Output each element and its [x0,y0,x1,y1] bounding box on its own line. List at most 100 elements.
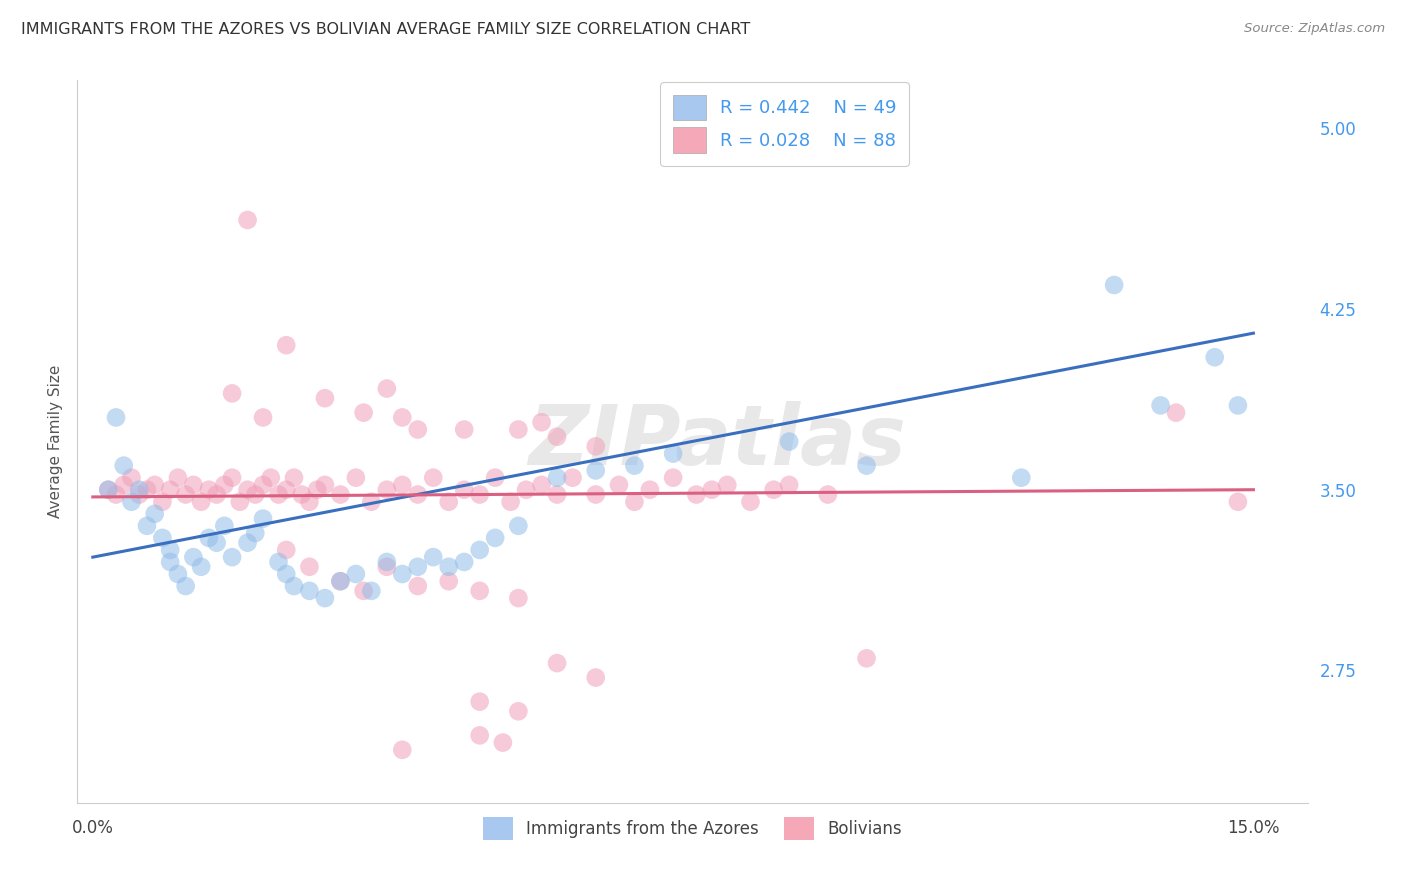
Point [276,338,298,352]
Point [406,559,429,574]
Point [375,559,398,574]
Point [360,583,382,598]
Point [1149,398,1171,412]
Point [623,494,645,508]
Point [530,415,553,429]
Point [1226,494,1249,508]
Point [128,483,150,497]
Point [143,507,166,521]
Point [437,559,460,574]
Point [662,471,685,485]
Point [585,487,607,501]
Point [190,559,212,574]
Point [508,519,530,533]
Point [329,487,352,501]
Point [183,550,205,565]
Point [700,483,723,497]
Point [159,483,181,497]
Point [585,439,607,453]
Point [121,471,143,485]
Point [391,478,413,492]
Point [437,494,460,508]
Point [855,458,877,473]
Point [198,483,221,497]
Point [607,478,630,492]
Point [298,583,321,598]
Point [468,487,491,501]
Point [152,531,174,545]
Point [546,656,568,670]
Point [353,406,375,420]
Point [508,704,530,718]
Point [267,487,290,501]
Point [561,471,583,485]
Point [236,483,259,497]
Point [406,579,429,593]
Point [136,519,159,533]
Point [291,487,314,501]
Point [298,494,321,508]
Point [276,483,298,497]
Point [267,555,290,569]
Point [112,458,135,473]
Point [214,519,236,533]
Text: Source: ZipAtlas.com: Source: ZipAtlas.com [1244,22,1385,36]
Point [245,487,267,501]
Point [252,410,274,425]
Point [205,535,228,549]
Point [453,483,475,497]
Point [121,494,143,508]
Point [136,483,159,497]
Point [453,423,475,437]
Point [276,542,298,557]
Point [453,555,475,569]
Point [221,386,243,401]
Point [283,579,305,593]
Point [406,423,429,437]
Point [468,542,491,557]
Point [283,471,305,485]
Point [685,487,707,501]
Point [229,494,252,508]
Point [508,423,530,437]
Point [221,471,243,485]
Point [623,458,645,473]
Point [530,478,553,492]
Point [391,567,413,582]
Point [375,555,398,569]
Point [329,574,352,589]
Point [236,213,259,227]
Point [97,483,120,497]
Point [198,531,221,545]
Point [484,531,506,545]
Point [143,478,166,492]
Point [375,483,398,497]
Point [716,478,738,492]
Point [152,494,174,508]
Point [762,483,785,497]
Point [159,555,181,569]
Point [546,487,568,501]
Point [585,671,607,685]
Y-axis label: Average Family Size: Average Family Size [48,365,63,518]
Point [1204,351,1226,365]
Point [391,743,413,757]
Point [205,487,228,501]
Point [546,471,568,485]
Point [546,430,568,444]
Point [499,494,522,508]
Point [167,471,190,485]
Point [437,574,460,589]
Point [260,471,283,485]
Point [190,494,212,508]
Point [406,487,429,501]
Point [484,471,506,485]
Point [468,583,491,598]
Point [128,487,150,501]
Point [236,535,259,549]
Point [314,391,336,405]
Point [307,483,329,497]
Legend: Immigrants from the Azores, Bolivians: Immigrants from the Azores, Bolivians [475,808,910,848]
Point [422,471,444,485]
Point [585,463,607,477]
